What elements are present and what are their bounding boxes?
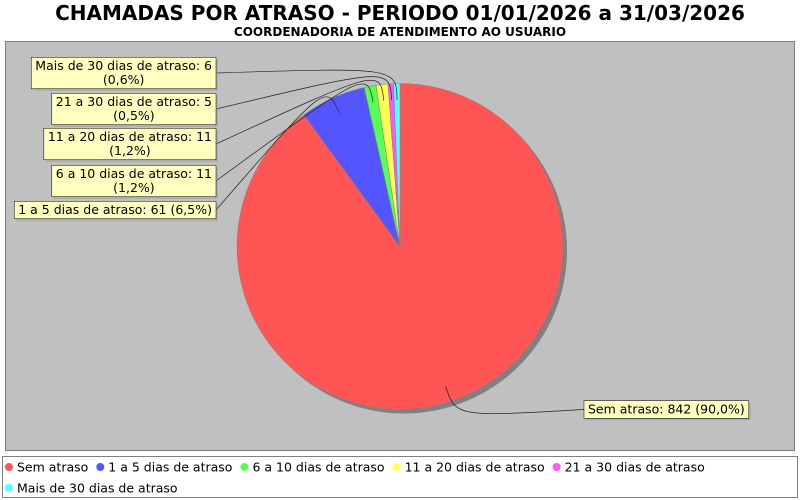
slice-label-text: (1,2%) bbox=[113, 180, 155, 195]
legend-item-21-a-30-dias-de-atraso: 21 a 30 dias de atraso bbox=[552, 460, 705, 475]
chart-subtitle: COORDENADORIA DE ATENDIMENTO AO USUARIO bbox=[234, 25, 566, 39]
label-link-21-a-30-dias-de-atraso bbox=[215, 76, 392, 110]
slice-label-text: (0,5%) bbox=[113, 108, 155, 123]
label-links bbox=[215, 69, 585, 414]
legend-marker-6-a-10-dias-de-atraso bbox=[240, 463, 249, 471]
legend-label-6-a-10-dias-de-atraso: 6 a 10 dias de atraso bbox=[252, 460, 384, 475]
legend-label-1-a-5-dias-de-atraso: 1 a 5 dias de atraso bbox=[108, 460, 232, 475]
legend-box bbox=[2, 456, 798, 498]
legend-marker-mais-de-30-dias-de-atraso bbox=[5, 484, 13, 492]
legend-item-sem-atraso: Sem atraso bbox=[5, 460, 88, 475]
legend: Sem atraso 1 a 5 dias de atraso 6 a 10 dia… bbox=[5, 460, 705, 496]
legend-marker-sem-atraso bbox=[5, 463, 13, 471]
legend-marker-1-a-5-dias-de-atraso bbox=[96, 463, 105, 471]
slice-label-text: 6 a 10 dias de atraso: 11 bbox=[56, 166, 212, 181]
pie-slices bbox=[236, 83, 564, 410]
slice-label-box bbox=[51, 93, 217, 125]
label-link-sem-atraso bbox=[445, 385, 585, 414]
slice-label-6-a-10-dias-de-atraso: 6 a 10 dias de atraso: 11(1,2%) bbox=[51, 165, 218, 199]
slice-label-box bbox=[14, 201, 217, 219]
slice-label-box bbox=[51, 165, 217, 197]
slice-label-text: 21 a 30 dias de atraso: 5 bbox=[56, 94, 212, 109]
legend-item-1-a-5-dias-de-atraso: 1 a 5 dias de atraso bbox=[96, 460, 232, 475]
label-link-6-a-10-dias-de-atraso bbox=[215, 83, 374, 182]
legend-label-sem-atraso: Sem atraso bbox=[17, 460, 88, 475]
legend-marker-21-a-30-dias-de-atraso bbox=[552, 463, 561, 471]
slice-label-text: 11 a 20 dias de atraso: 11 bbox=[48, 129, 212, 144]
label-link-mais-de-30-dias-de-atraso bbox=[215, 69, 398, 100]
label-link-11-a-20-dias-de-atraso bbox=[215, 79, 385, 145]
slice-labels: Sem atraso: 842 (90,0%) 1 a 5 dias de atr… bbox=[14, 57, 751, 421]
slice-label-text: Sem atraso: 842 (90,0%) bbox=[588, 401, 745, 416]
slice-label-1-a-5-dias-de-atraso: 1 a 5 dias de atraso: 61 (6,5%) bbox=[14, 201, 218, 221]
slice-label-sem-atraso: Sem atraso: 842 (90,0%) bbox=[583, 400, 751, 421]
slice-label-11-a-20-dias-de-atraso: 11 a 20 dias de atraso: 11(1,2%) bbox=[43, 128, 219, 162]
slice-label-box bbox=[583, 400, 750, 419]
pie-slice-mais-de-30-dias-de-atraso bbox=[393, 83, 401, 247]
slice-label-text: (0,6%) bbox=[103, 72, 145, 87]
slice-label-box bbox=[43, 128, 217, 160]
slice-label-box bbox=[31, 57, 217, 89]
slice-label-mais-de-30-dias-de-atraso: Mais de 30 dias de atraso: 6(0,6%) bbox=[31, 57, 218, 91]
slice-label-21-a-30-dias-de-atraso: 21 a 30 dias de atraso: 5(0,5%) bbox=[51, 93, 218, 127]
slice-label-text: 1 a 5 dias de atraso: 61 (6,5%) bbox=[18, 202, 212, 217]
slice-label-text: (1,2%) bbox=[109, 143, 151, 158]
legend-label-21-a-30-dias-de-atraso: 21 a 30 dias de atraso bbox=[565, 460, 705, 475]
legend-label-11-a-20-dias-de-atraso: 11 a 20 dias de atraso bbox=[405, 460, 545, 475]
legend-item-11-a-20-dias-de-atraso: 11 a 20 dias de atraso bbox=[392, 460, 545, 475]
slice-label-text: Mais de 30 dias de atraso: 6 bbox=[35, 58, 212, 73]
chart-title: CHAMADAS POR ATRASO - PERIODO 01/01/2026… bbox=[55, 1, 745, 25]
legend-label-mais-de-30-dias-de-atraso: Mais de 30 dias de atraso bbox=[17, 481, 178, 496]
legend-item-6-a-10-dias-de-atraso: 6 a 10 dias de atraso bbox=[240, 460, 385, 475]
legend-item-mais-de-30-dias-de-atraso: Mais de 30 dias de atraso bbox=[5, 481, 178, 496]
legend-marker-11-a-20-dias-de-atraso bbox=[392, 463, 401, 471]
label-link-1-a-5-dias-de-atraso bbox=[215, 96, 340, 211]
